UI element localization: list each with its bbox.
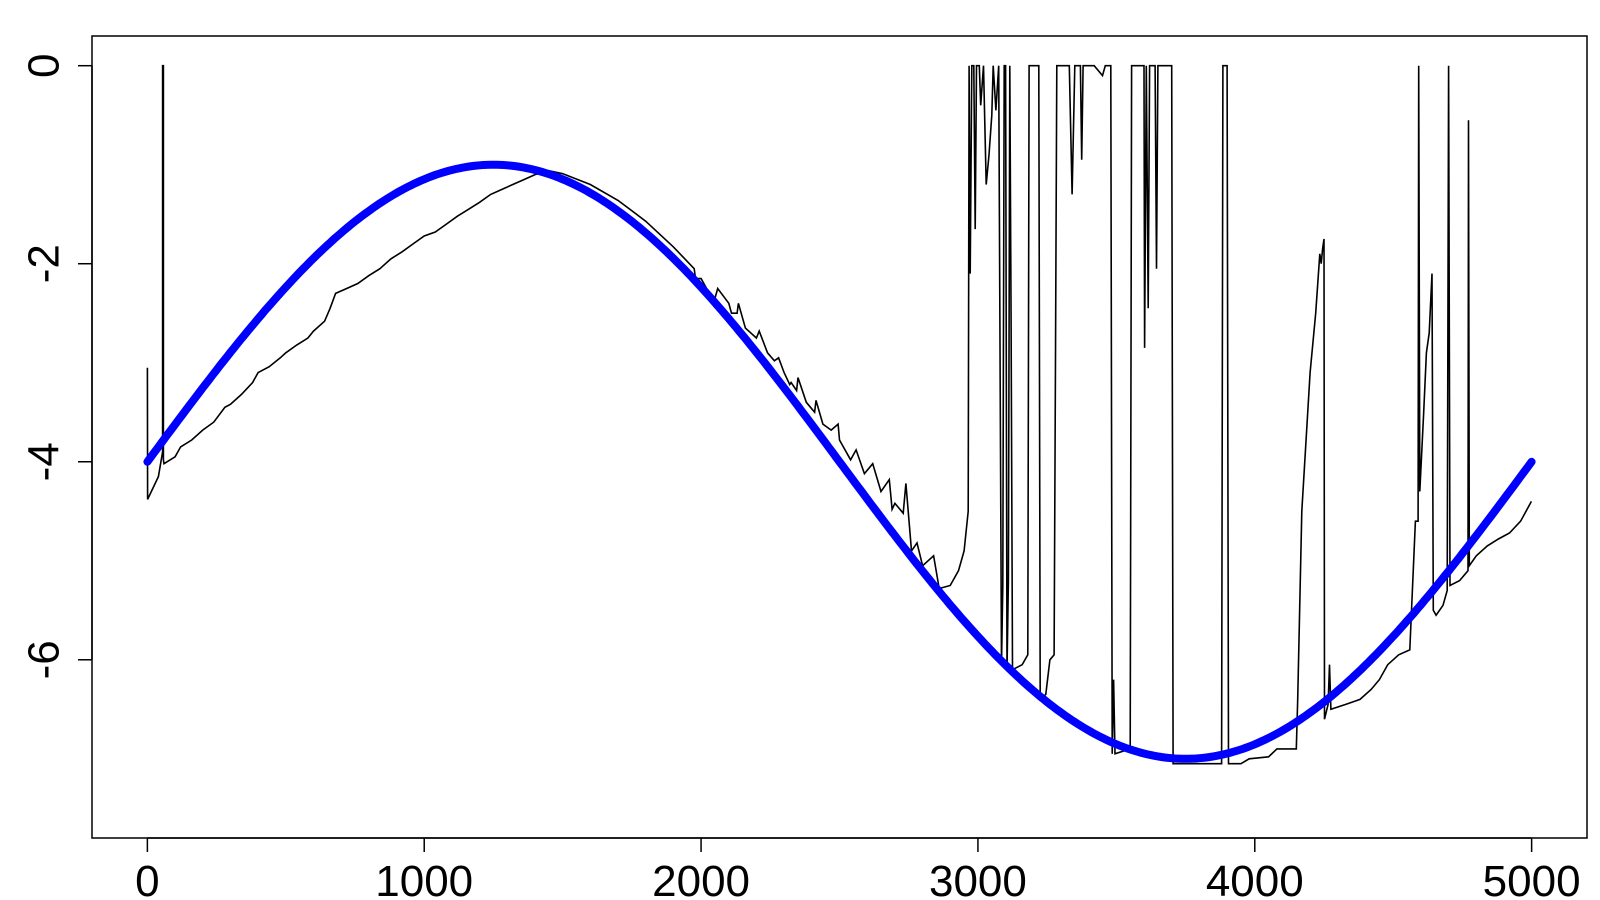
series-curve-1: [143, 160, 1536, 763]
x-tick-label: 2000: [652, 857, 750, 900]
x-tick-label: 0: [135, 857, 159, 900]
y-tick-label: -4: [20, 442, 69, 481]
x-tick-label: 5000: [1483, 857, 1581, 900]
x-axis: 0 1000 2000 3000 4000 5000: [135, 837, 1581, 900]
series-line-0: [146, 64, 1533, 765]
y-tick-label: 0: [20, 53, 69, 77]
x-tick-label: 4000: [1206, 857, 1304, 900]
y-tick-label: -2: [20, 244, 69, 283]
x-tick-label: 1000: [375, 857, 473, 900]
x-tick-label: 3000: [929, 857, 1027, 900]
series-layer: [143, 64, 1536, 765]
y-axis: 0 -2 -4 -6: [20, 53, 93, 679]
y-tick-label: -6: [20, 640, 69, 679]
